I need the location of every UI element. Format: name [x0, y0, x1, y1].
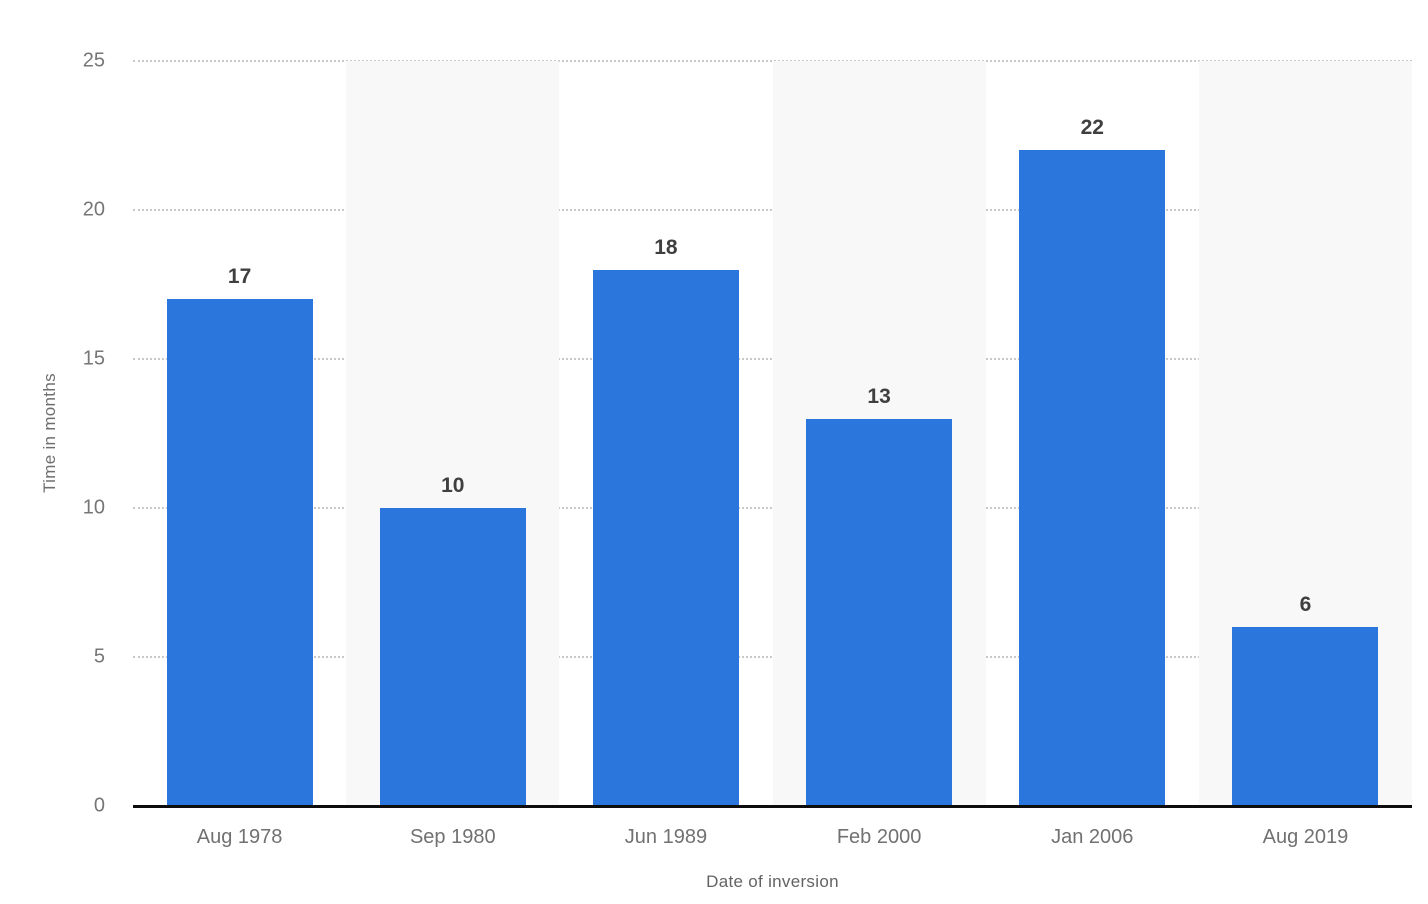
x-tick-label: Aug 2019 — [1262, 826, 1349, 848]
bar-value-label: 10 — [441, 474, 465, 497]
y-tick-label: 5 — [93, 645, 105, 668]
category-column: 17 — [133, 61, 346, 806]
x-axis-title: Date of inversion — [706, 872, 839, 891]
gridline — [133, 60, 1412, 62]
x-tick-label: Jun 1989 — [624, 826, 708, 848]
x-tick-label: Jan 2006 — [1051, 826, 1134, 848]
bar-value-label: 22 — [1080, 116, 1104, 140]
gridline — [133, 656, 1412, 658]
y-tick-label: 10 — [82, 496, 105, 519]
bar-value-label: 18 — [654, 235, 678, 259]
y-tick-label: 25 — [82, 49, 105, 72]
bar-value-label: 6 — [1299, 593, 1312, 617]
y-tick-label: 0 — [93, 794, 105, 817]
bar-jan-2006[interactable] — [1019, 150, 1166, 806]
y-tick-label: 20 — [82, 198, 105, 221]
gridline — [133, 507, 1412, 509]
gridline — [133, 358, 1412, 360]
x-tick-label: Sep 1980 — [409, 826, 496, 848]
bar-value-label: 17 — [227, 265, 252, 289]
category-column: 13 — [772, 61, 986, 806]
gridline — [133, 209, 1412, 211]
bar-aug-1978[interactable] — [166, 299, 313, 806]
bar-feb-2000[interactable] — [806, 418, 953, 806]
bar-jun-1989[interactable] — [592, 269, 739, 806]
y-axis-tick-labels: 0 5 10 15 20 25 — [0, 50, 105, 817]
bar-sep-1980[interactable] — [379, 508, 526, 806]
category-column: 10 — [346, 61, 560, 806]
bar-value-label: 13 — [867, 384, 891, 408]
category-column: 22 — [986, 61, 1199, 806]
plot-area: 17 10 18 13 22 6 — [133, 60, 1413, 808]
y-tick-label: 15 — [82, 347, 105, 370]
x-tick-label: Aug 1978 — [196, 826, 283, 848]
x-axis-tick-labels: Aug 1978 Sep 1980 Jun 1989 Feb 2000 Jan 2006… — [133, 806, 1412, 849]
x-tick-label: Feb 2000 — [836, 826, 922, 848]
bar-aug-2019[interactable] — [1232, 627, 1379, 806]
category-column: 6 — [1198, 61, 1413, 806]
x-axis-line — [133, 805, 1412, 808]
category-column: 18 — [559, 61, 772, 806]
